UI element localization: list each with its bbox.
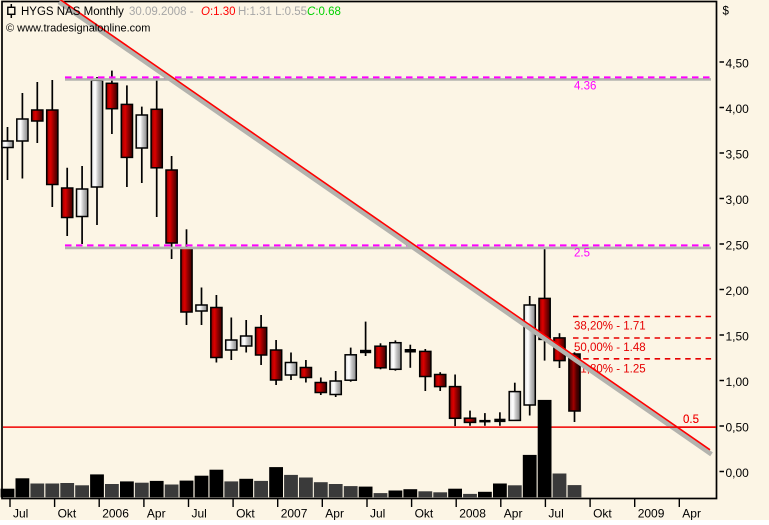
svg-text:2008: 2008 [459, 506, 486, 520]
svg-text:Okt: Okt [593, 506, 612, 520]
svg-text:Jul: Jul [192, 506, 207, 520]
svg-text:Jul: Jul [13, 506, 28, 520]
svg-text:Okt: Okt [236, 506, 255, 520]
svg-text:2009: 2009 [638, 506, 665, 520]
svg-text:2,00: 2,00 [726, 284, 750, 298]
svg-text:Apr: Apr [682, 506, 701, 520]
svg-text:4,50: 4,50 [726, 56, 750, 70]
svg-text:Apr: Apr [325, 506, 344, 520]
svg-text:4.36: 4.36 [574, 81, 596, 93]
svg-text:C:0.68: C:0.68 [307, 6, 341, 18]
svg-text:Okt: Okt [415, 506, 434, 520]
svg-text:$: $ [723, 6, 730, 18]
svg-text:Okt: Okt [58, 506, 77, 520]
svg-text:HYGS NAS Monthly: HYGS NAS Monthly [21, 6, 124, 18]
svg-text:2,50: 2,50 [726, 238, 750, 252]
svg-text:2007: 2007 [281, 506, 308, 520]
svg-text:Jul: Jul [548, 506, 563, 520]
svg-text:30.09.2008 -: 30.09.2008 - [129, 6, 194, 18]
svg-text:1,00: 1,00 [726, 375, 750, 389]
svg-text:© www.tradesignalonline.com: © www.tradesignalonline.com [6, 23, 150, 35]
svg-text:1,50: 1,50 [726, 329, 750, 343]
svg-text:2.5: 2.5 [574, 248, 590, 260]
svg-text:Apr: Apr [147, 506, 166, 520]
svg-text:0.5: 0.5 [683, 414, 699, 426]
svg-text:3,00: 3,00 [726, 193, 750, 207]
svg-text:Apr: Apr [504, 506, 523, 520]
svg-text:0.5: 0.5 [683, 414, 699, 426]
svg-text:H:1.31 L:0.55: H:1.31 L:0.55 [238, 6, 307, 18]
svg-text:4,00: 4,00 [726, 102, 750, 116]
svg-text:Jul: Jul [370, 506, 385, 520]
svg-text:O:1.30: O:1.30 [201, 6, 236, 18]
svg-text:0,50: 0,50 [726, 420, 750, 434]
svg-text:0,00: 0,00 [726, 466, 750, 480]
svg-text:38,20% - 1.71: 38,20% - 1.71 [574, 321, 646, 333]
svg-text:3,50: 3,50 [726, 147, 750, 161]
svg-text:50,00% - 1.48: 50,00% - 1.48 [574, 342, 646, 354]
svg-text:2006: 2006 [102, 506, 129, 520]
